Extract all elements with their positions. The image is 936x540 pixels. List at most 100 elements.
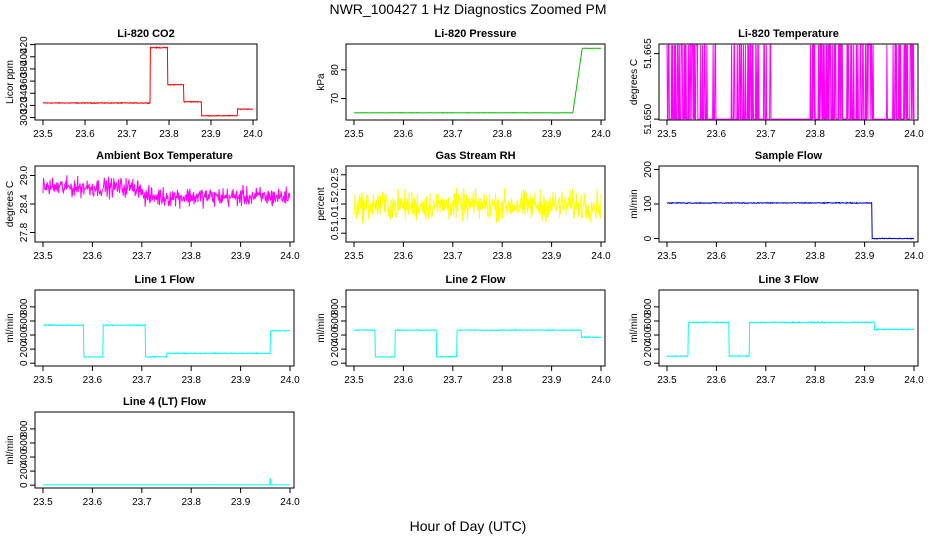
x-tick-label: 23.6 bbox=[75, 129, 95, 140]
x-tick-label: 23.7 bbox=[117, 129, 137, 140]
y-tick-label: 1.5 bbox=[330, 197, 341, 211]
x-tick-label: 23.6 bbox=[394, 129, 414, 140]
panel-title: Line 4 (LT) Flow bbox=[123, 396, 206, 408]
x-tick-label: 23.9 bbox=[201, 129, 221, 140]
panel-1: Li-820 CO2 Licor ppm 23.5 23.6 23.7 23.8 23.9 2… bbox=[5, 28, 263, 140]
y-tick-label: 0 bbox=[19, 360, 30, 366]
panel-title: Line 2 Flow bbox=[446, 274, 506, 286]
x-axis-label: Hour of Day (UTC) bbox=[410, 518, 527, 534]
x-tick-label: 24.0 bbox=[591, 375, 611, 386]
x-tick-label: 23.6 bbox=[707, 251, 727, 262]
plot-frame bbox=[345, 43, 606, 121]
y-tick-label: 800 bbox=[330, 298, 341, 315]
x-tick-label: 24.0 bbox=[904, 129, 924, 140]
x-tick-label: 23.6 bbox=[394, 251, 414, 262]
x-tick-label: 23.5 bbox=[33, 251, 53, 262]
panel-title: Li-820 Temperature bbox=[738, 28, 839, 40]
x-tick-label: 23.8 bbox=[159, 129, 179, 140]
x-tick-label: 23.5 bbox=[657, 375, 677, 386]
y-tick-label: 600 bbox=[19, 434, 30, 451]
x-tick-label: 23.8 bbox=[805, 375, 825, 386]
x-tick-label: 23.6 bbox=[83, 251, 103, 262]
y-tick-label: 360 bbox=[19, 72, 30, 89]
series-line bbox=[666, 320, 915, 358]
x-tick-label: 23.5 bbox=[33, 129, 53, 140]
x-tick-label: 23.9 bbox=[542, 375, 562, 386]
panel-8: Line 2 Flow ml/min 23.5 23.6 23.7 23.8 23.9 24.… bbox=[316, 274, 611, 386]
x-tick-label: 23.7 bbox=[756, 375, 776, 386]
y-tick-label: 100 bbox=[643, 195, 654, 212]
x-tick-label: 23.8 bbox=[805, 251, 825, 262]
x-tick-label: 24.0 bbox=[904, 375, 924, 386]
x-tick-label: 23.6 bbox=[83, 375, 103, 386]
x-tick-label: 23.6 bbox=[707, 129, 727, 140]
y-tick-label: 0 bbox=[330, 360, 341, 366]
x-tick-label: 23.5 bbox=[344, 251, 364, 262]
y-axis-label: Licor ppm bbox=[5, 60, 16, 104]
y-axis-label: percent bbox=[316, 187, 327, 221]
y-axis-label: ml/min bbox=[5, 435, 16, 464]
y-tick-label: 1.0 bbox=[330, 211, 341, 225]
x-tick-label: 23.9 bbox=[855, 251, 875, 262]
y-axis-label: ml/min bbox=[316, 313, 327, 342]
y-tick-label: 51.650 bbox=[643, 103, 654, 134]
panels: Li-820 CO2 Licor ppm 23.5 23.6 23.7 23.8 23.9 2… bbox=[5, 28, 924, 508]
y-tick-label: 51.665 bbox=[643, 38, 654, 69]
x-tick-label: 23.5 bbox=[33, 375, 53, 386]
y-tick-label: 29.0 bbox=[19, 165, 30, 185]
x-tick-label: 23.7 bbox=[443, 251, 463, 262]
series-line bbox=[353, 47, 602, 114]
x-tick-label: 23.5 bbox=[344, 129, 364, 140]
y-tick-label: 600 bbox=[330, 312, 341, 329]
y-tick-label: 600 bbox=[643, 312, 654, 329]
series-line bbox=[42, 175, 291, 209]
y-tick-label: 340 bbox=[19, 84, 30, 101]
y-axis-label: degrees C bbox=[5, 181, 16, 227]
y-tick-label: 800 bbox=[19, 420, 30, 437]
y-tick-label: 200 bbox=[643, 340, 654, 357]
y-tick-label: 28.4 bbox=[19, 194, 30, 214]
y-tick-label: 200 bbox=[19, 340, 30, 357]
y-tick-label: 380 bbox=[19, 60, 30, 77]
x-tick-label: 23.8 bbox=[492, 375, 512, 386]
y-tick-label: 80 bbox=[330, 64, 341, 76]
x-tick-label: 24.0 bbox=[904, 251, 924, 262]
y-tick-label: 0.5 bbox=[330, 226, 341, 240]
series-line bbox=[353, 328, 602, 359]
y-tick-label: 400 bbox=[19, 48, 30, 65]
plot-frame bbox=[345, 289, 606, 367]
x-tick-label: 23.5 bbox=[657, 251, 677, 262]
panel-4: Ambient Box Temperature degrees C 23.5 23.6… bbox=[5, 150, 300, 262]
y-axis-label: kPa bbox=[316, 73, 327, 91]
x-tick-label: 23.8 bbox=[492, 251, 512, 262]
y-tick-label: 320 bbox=[19, 97, 30, 114]
plot-frame bbox=[658, 289, 919, 367]
x-tick-label: 24.0 bbox=[243, 129, 263, 140]
x-tick-label: 23.6 bbox=[83, 497, 103, 508]
x-tick-label: 23.6 bbox=[707, 375, 727, 386]
panel-6: Sample Flow ml/min 23.5 23.6 23.7 23.8 23.9 24.… bbox=[629, 150, 924, 262]
x-tick-label: 23.7 bbox=[132, 375, 152, 386]
x-tick-label: 23.7 bbox=[132, 497, 152, 508]
x-tick-label: 23.8 bbox=[492, 129, 512, 140]
x-tick-label: 23.5 bbox=[657, 129, 677, 140]
x-tick-label: 23.9 bbox=[231, 251, 251, 262]
y-axis-label: ml/min bbox=[629, 313, 640, 342]
series-line bbox=[42, 45, 254, 117]
y-tick-label: 800 bbox=[643, 298, 654, 315]
x-tick-label: 23.9 bbox=[231, 375, 251, 386]
x-tick-label: 23.8 bbox=[181, 251, 201, 262]
x-tick-label: 23.7 bbox=[443, 375, 463, 386]
panel-title: Li-820 CO2 bbox=[117, 28, 174, 40]
y-tick-label: 2.0 bbox=[330, 182, 341, 196]
y-tick-label: 0 bbox=[643, 235, 654, 241]
series-line bbox=[353, 187, 602, 224]
y-axis-label: ml/min bbox=[5, 313, 16, 342]
y-tick-label: 400 bbox=[19, 326, 30, 343]
x-tick-label: 23.7 bbox=[756, 251, 776, 262]
panel-title: Ambient Box Temperature bbox=[96, 150, 233, 162]
y-tick-label: 200 bbox=[19, 462, 30, 479]
y-tick-label: 200 bbox=[643, 161, 654, 178]
y-tick-label: 200 bbox=[330, 340, 341, 357]
plot-frame bbox=[34, 411, 295, 489]
